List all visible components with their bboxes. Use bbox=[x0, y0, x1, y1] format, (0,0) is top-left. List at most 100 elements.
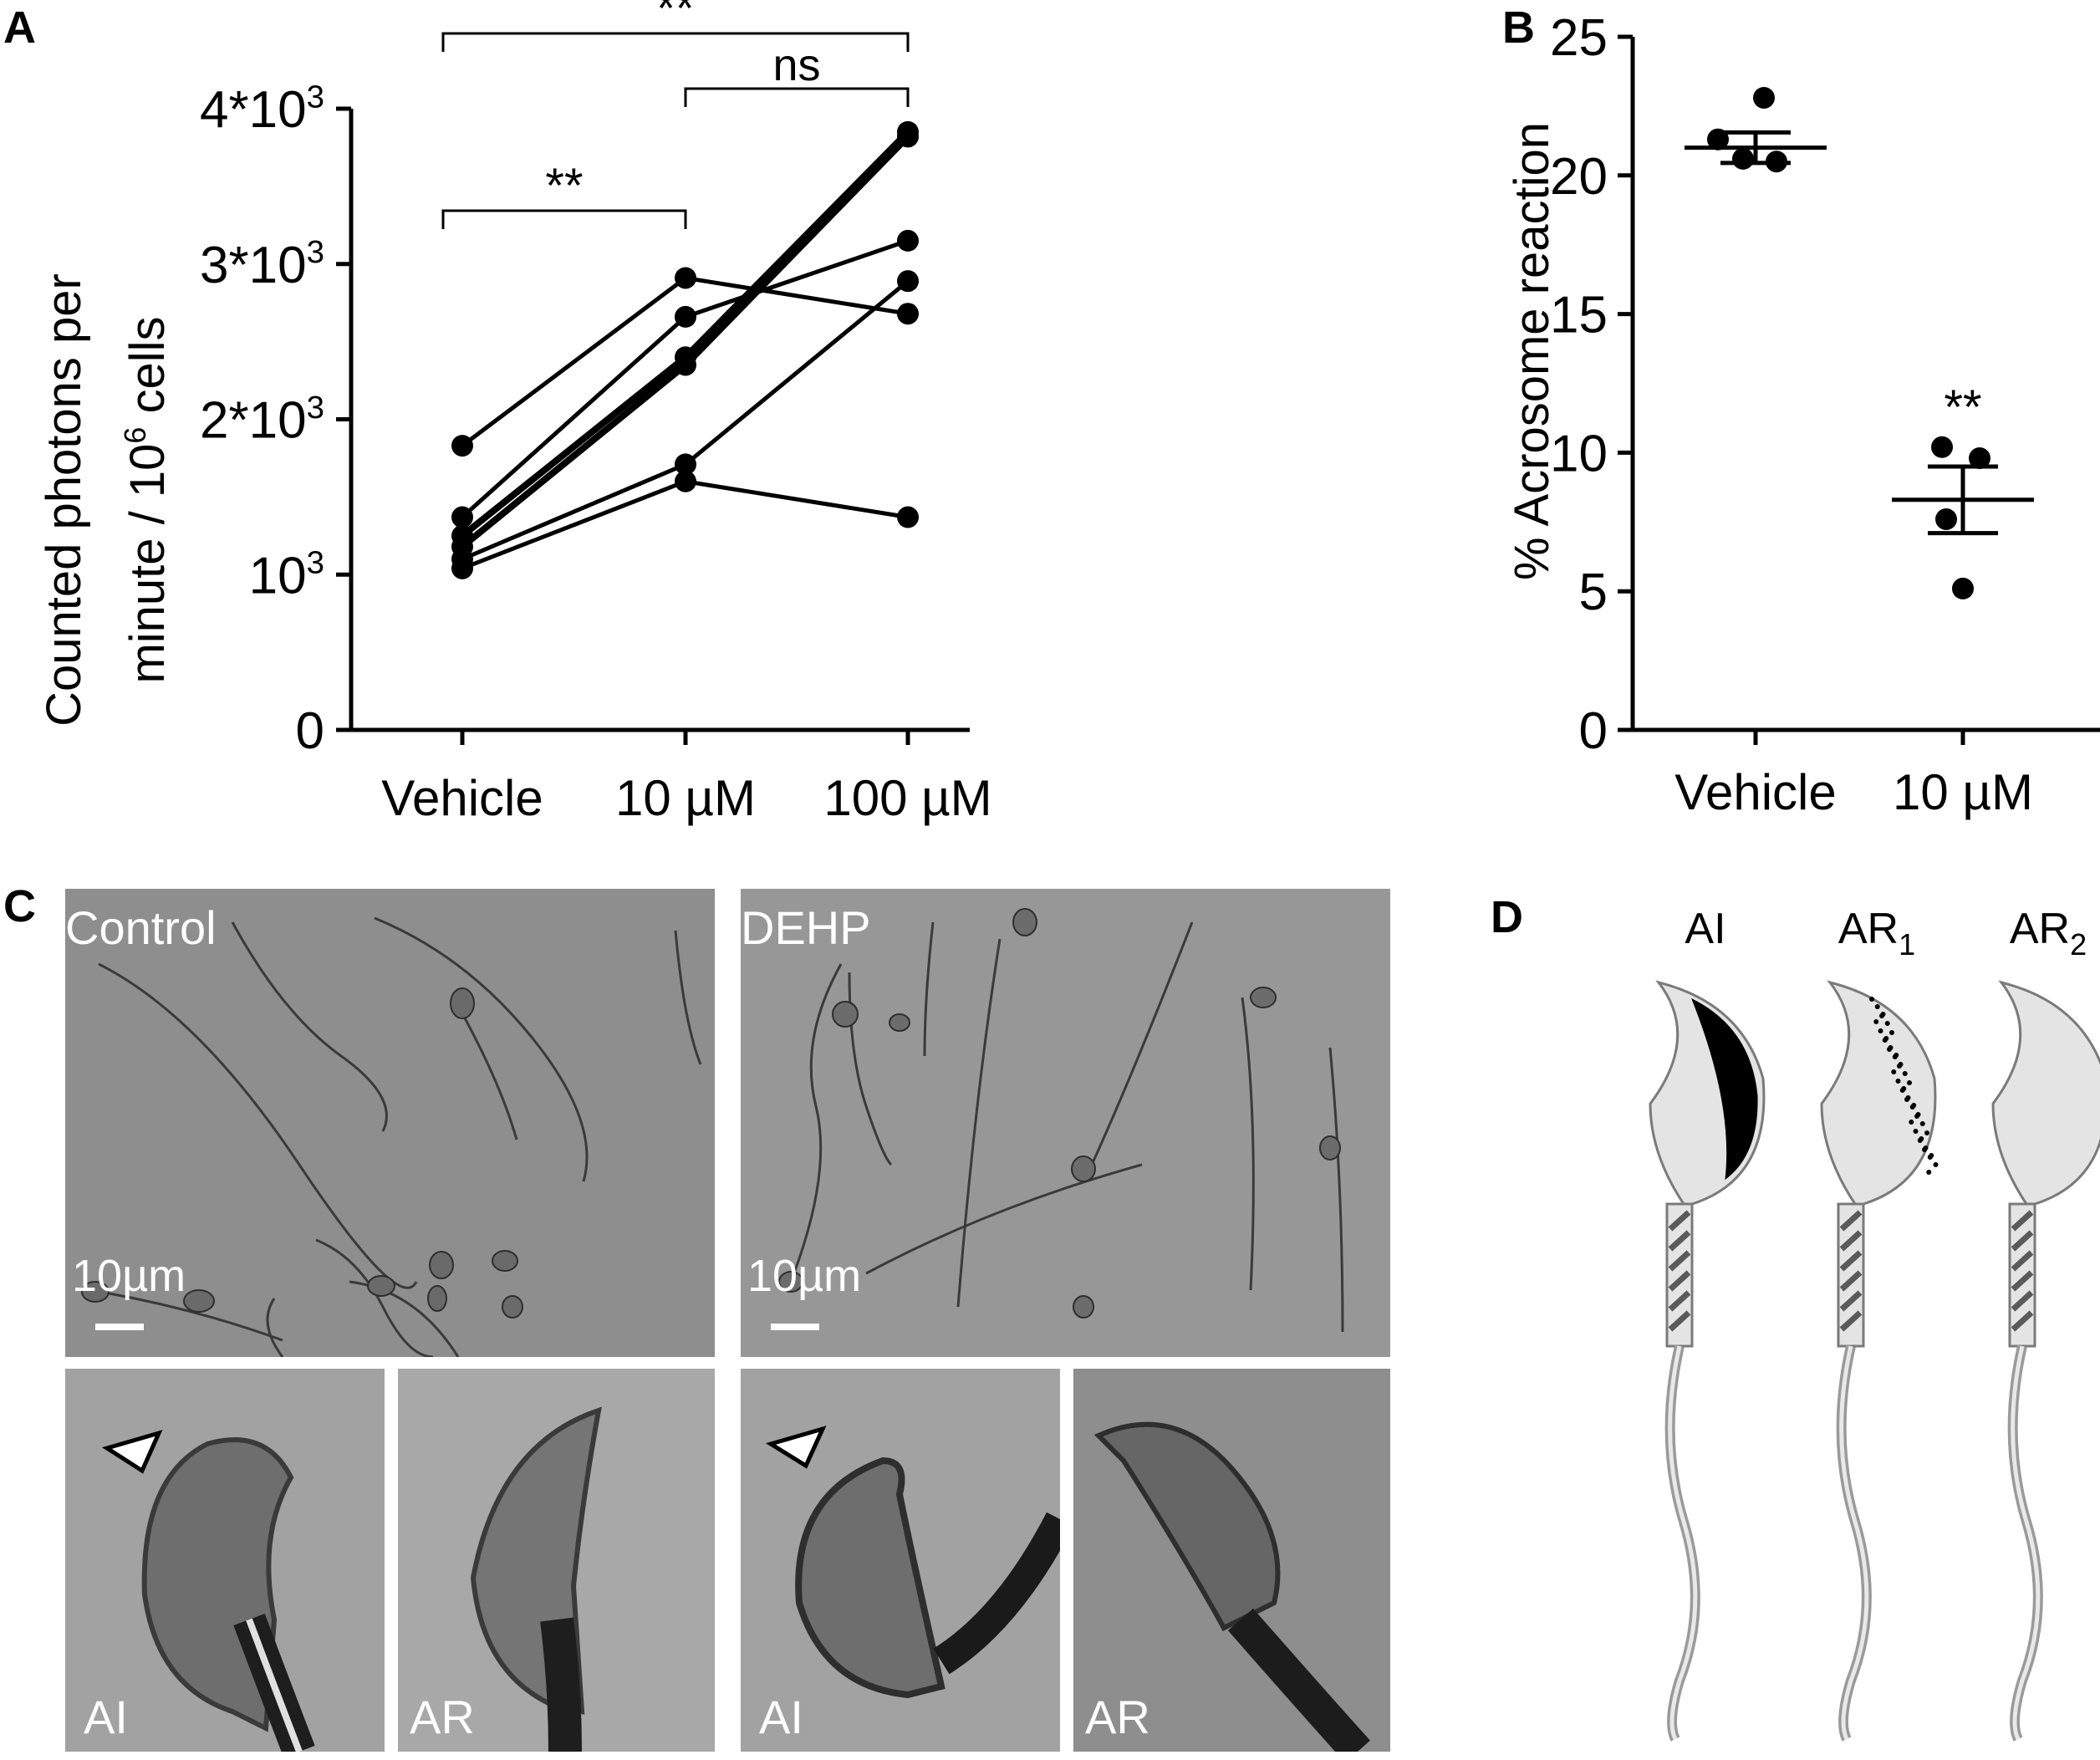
mitochondrial-sheath bbox=[2011, 1310, 2034, 1332]
arrowhead-icon bbox=[102, 1430, 163, 1474]
inset-control-ar: AR bbox=[398, 1369, 715, 1752]
y-tick-label: 4*103 bbox=[200, 79, 324, 139]
data-point bbox=[1935, 508, 1957, 530]
mitochondrial-sheath bbox=[2011, 1230, 2034, 1252]
significance-label: ** bbox=[656, 0, 694, 36]
control-title: Control bbox=[65, 901, 217, 954]
dehp-sperm-image bbox=[741, 889, 1390, 1357]
inset-label: AI bbox=[84, 1691, 128, 1743]
data-point bbox=[451, 506, 473, 528]
mitochondrial-sheath bbox=[1668, 1310, 1691, 1332]
acrosome-fragment bbox=[1909, 1104, 1915, 1110]
panel-letter-b: B bbox=[1502, 3, 1535, 53]
data-point bbox=[451, 435, 473, 457]
sperm-tail bbox=[1836, 1344, 1872, 1742]
acrosome-fragment bbox=[1913, 1129, 1919, 1134]
mitochondrial-sheath bbox=[2011, 1290, 2034, 1312]
significance-label: ** bbox=[1944, 380, 1981, 435]
sperm-tail-core bbox=[2011, 1345, 2041, 1741]
state-label: AR1 bbox=[1838, 905, 1915, 962]
data-point bbox=[1931, 436, 1953, 458]
data-point bbox=[675, 470, 696, 492]
acrosome-fragment bbox=[1892, 1054, 1898, 1059]
data-point bbox=[1766, 150, 1787, 173]
chart-b: 0 5 10 15 20 25 Vehicle 10 µM % Acrosome reactio… bbox=[1505, 9, 2100, 820]
x-tick-label: Vehicle bbox=[381, 770, 543, 826]
dehp-scale-label: 10µm bbox=[747, 1251, 862, 1301]
acrosome-fragment bbox=[1917, 1138, 1923, 1143]
inset-label: AR bbox=[1085, 1691, 1150, 1743]
mitochondrial-sheath bbox=[1839, 1230, 1863, 1252]
acrosome-fragment bbox=[1882, 1038, 1888, 1043]
data-point bbox=[897, 125, 919, 148]
mitochondrial-sheath bbox=[1668, 1290, 1691, 1312]
x-tick-label: 10 µM bbox=[1893, 764, 2033, 820]
acrosome-fragment bbox=[1873, 1019, 1879, 1024]
dehp-scale-bar bbox=[771, 1324, 819, 1330]
acrosome bbox=[1691, 997, 1758, 1181]
acrosome-fragment bbox=[1878, 1028, 1883, 1033]
mitochondrial-sheath bbox=[1839, 1310, 1863, 1332]
mitochondrial-sheath bbox=[2011, 1270, 2034, 1292]
acrosome-fragment bbox=[1869, 997, 1874, 1002]
mitochondrial-sheath bbox=[2011, 1210, 2034, 1232]
sperm-tail-core bbox=[1668, 1345, 1698, 1741]
control-sperm-image bbox=[65, 889, 715, 1357]
data-point bbox=[675, 453, 696, 476]
panel-letter-d: D bbox=[1491, 892, 1523, 942]
data-point bbox=[897, 506, 919, 528]
acrosome-fragment bbox=[1919, 1121, 1925, 1126]
y-tick-label: 103 bbox=[249, 545, 324, 605]
dehp-title: DEHP bbox=[741, 901, 871, 954]
mitochondrial-sheath bbox=[2011, 1250, 2034, 1272]
y-tick-label: 0 bbox=[296, 702, 324, 760]
data-point bbox=[1707, 128, 1729, 150]
panel-letter-a: A bbox=[3, 3, 36, 53]
data-point bbox=[675, 267, 696, 289]
inset-control-ai: AI bbox=[65, 1369, 385, 1752]
mitochondrial-sheath bbox=[1668, 1250, 1691, 1272]
significance-bracket bbox=[441, 209, 687, 229]
y-tick-label: 25 bbox=[1550, 9, 1608, 67]
y-axis-label: % Acrosome reaction bbox=[1505, 122, 1559, 580]
data-point bbox=[1753, 86, 1775, 109]
acrosome-fragment bbox=[1897, 1064, 1902, 1069]
y-axis-label: Counted photons per bbox=[37, 273, 91, 727]
chart-a: 0 103 2*103 3*103 4*103 Vehicle 10 µM 100 µM Cou… bbox=[37, 0, 992, 826]
acrosome-fragment bbox=[1884, 1021, 1890, 1026]
state-label: AI bbox=[1685, 905, 1725, 953]
acrosome-fragment bbox=[1889, 1030, 1894, 1035]
y-tick-label: 20 bbox=[1550, 148, 1608, 206]
x-tick-label: 10 µM bbox=[615, 770, 756, 826]
acrosome-fragment bbox=[1895, 1079, 1901, 1084]
x-tick-label: Vehicle bbox=[1674, 764, 1836, 820]
acrosome-fragment bbox=[1922, 1147, 1927, 1152]
micrograph-control: Control 10µm bbox=[65, 889, 715, 1357]
data-point bbox=[1969, 447, 1990, 470]
acrosome-fragment bbox=[1907, 1080, 1912, 1085]
micrograph-dehp: DEHP 10µm bbox=[741, 889, 1390, 1357]
sperm-tail bbox=[2007, 1344, 2043, 1742]
significance-label: ** bbox=[545, 159, 583, 213]
acrosome-fragment bbox=[1904, 1097, 1909, 1102]
acrosome-fragment bbox=[1879, 1013, 1884, 1018]
data-point bbox=[897, 229, 919, 252]
significance-bracket bbox=[684, 87, 910, 107]
inset-dehp-ar: AR bbox=[1073, 1369, 1390, 1752]
sperm-schematic: AI AR1 AR2 bbox=[1649, 905, 2100, 1742]
y-axis-label: minute / 106 cells bbox=[118, 316, 175, 683]
sperm-tail bbox=[1664, 1344, 1700, 1742]
acrosome-fragment bbox=[1909, 1120, 1914, 1125]
y-tick-label: 2*103 bbox=[200, 390, 324, 450]
data-point bbox=[675, 354, 696, 376]
mitochondrial-sheath bbox=[1668, 1210, 1691, 1232]
inset-label: AI bbox=[759, 1691, 803, 1743]
y-tick-label: 10 bbox=[1550, 425, 1608, 482]
data-point bbox=[675, 305, 696, 328]
data-point bbox=[1732, 147, 1754, 170]
sperm-head bbox=[1991, 980, 2100, 1206]
control-scale-label: 10µm bbox=[72, 1251, 186, 1301]
mitochondrial-sheath bbox=[1668, 1270, 1691, 1292]
x-tick-label: 100 µM bbox=[823, 770, 991, 826]
